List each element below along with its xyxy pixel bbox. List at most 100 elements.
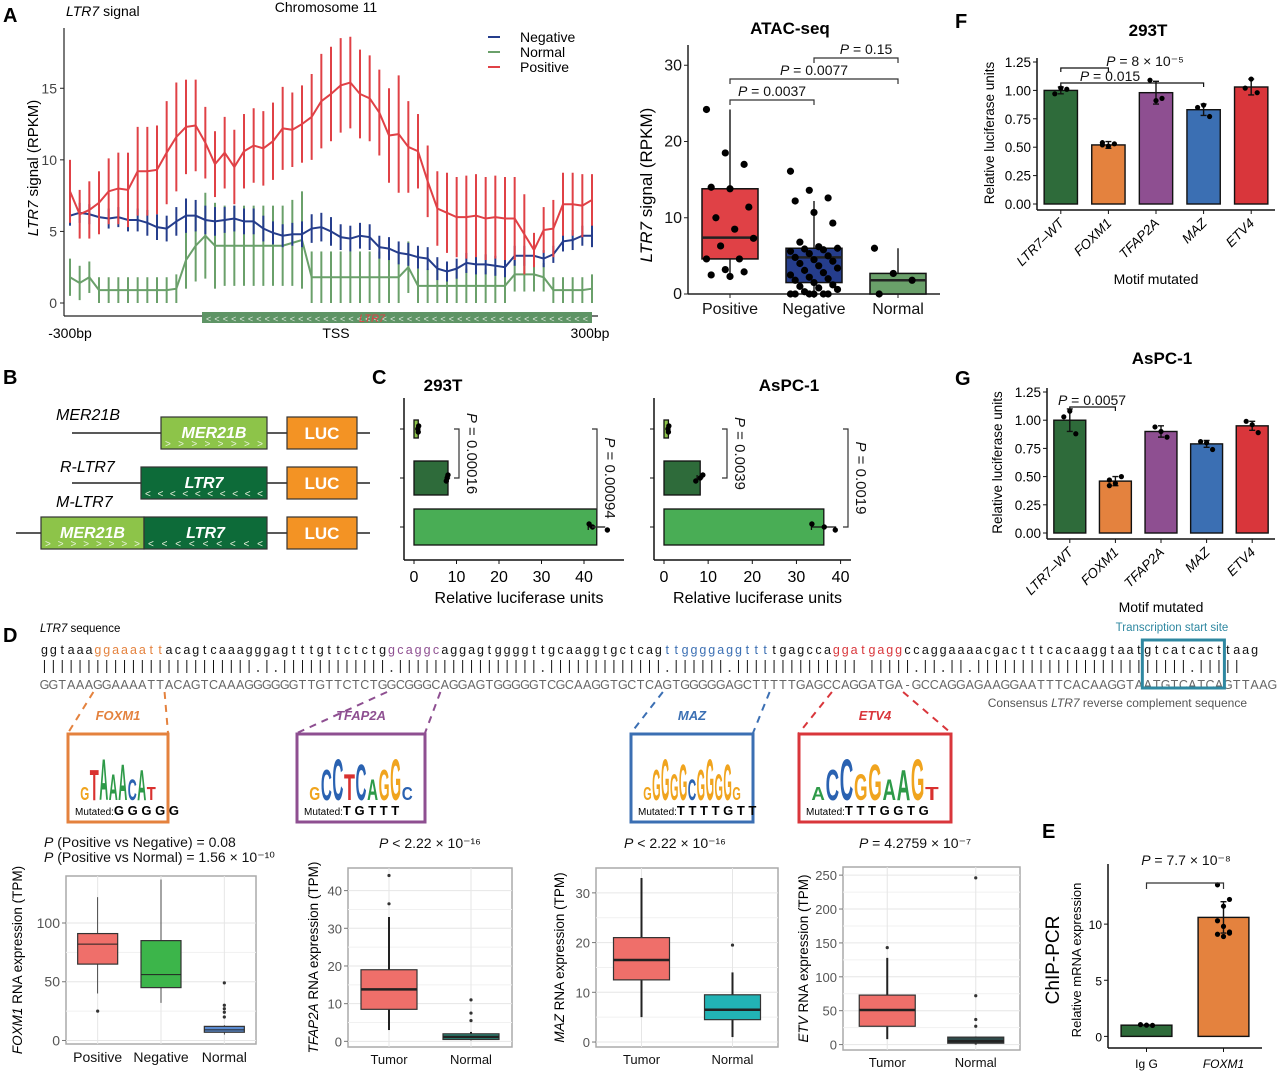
base: G bbox=[387, 678, 397, 692]
base: a bbox=[824, 643, 831, 657]
base: T bbox=[1037, 678, 1045, 692]
y-tick-label: 100 bbox=[37, 915, 61, 931]
base: g bbox=[895, 643, 902, 657]
base: a bbox=[121, 643, 128, 657]
base: A bbox=[1028, 678, 1037, 692]
base: G bbox=[520, 678, 530, 692]
base: g bbox=[1091, 643, 1098, 657]
base: C bbox=[1206, 678, 1215, 692]
data-point bbox=[604, 527, 611, 533]
y-axis-label: Relative mRNA expression bbox=[1069, 883, 1084, 1038]
base: t bbox=[603, 643, 607, 657]
x-tick-label: TFAP2A bbox=[1116, 216, 1162, 262]
bar-maz bbox=[1186, 109, 1221, 205]
significance-bracket bbox=[729, 78, 899, 84]
y-tick-label: 150 bbox=[815, 936, 837, 951]
data-point bbox=[1195, 104, 1201, 111]
x-tick-label: MAZ bbox=[1182, 544, 1213, 575]
base: G bbox=[1223, 678, 1233, 692]
x-tick-label: 10 bbox=[448, 569, 466, 586]
data-point bbox=[819, 269, 828, 277]
construct-luciferase-aspc1-chart: AsPC-1 0 10 20 30 40 Relative luciferase units… bbox=[650, 376, 869, 607]
data-point bbox=[1214, 918, 1221, 924]
x-tick-label: 20 bbox=[490, 569, 508, 586]
base: t bbox=[1030, 643, 1034, 657]
base: c bbox=[815, 643, 821, 657]
base: c bbox=[637, 643, 643, 657]
logo-letter: G bbox=[714, 767, 722, 808]
y-tick-label: 20 bbox=[664, 134, 682, 151]
base: A bbox=[805, 678, 814, 692]
motif-name: ETV4 bbox=[859, 708, 892, 723]
data-point bbox=[1061, 414, 1067, 420]
data-point bbox=[721, 266, 729, 274]
y-tick-label: 1.00 bbox=[1015, 413, 1041, 428]
motif-box bbox=[66, 732, 170, 824]
base: c bbox=[984, 643, 990, 657]
data-point bbox=[1158, 428, 1164, 435]
base: G bbox=[511, 678, 521, 692]
logo-letter: G bbox=[706, 748, 714, 813]
base: g bbox=[504, 643, 511, 657]
chip-pcr-bar-chart: 0 5 10 Ig G FOXM1 ChIP-PCR Relative mRNA expre… bbox=[1043, 852, 1262, 1071]
significance-bracket bbox=[454, 428, 460, 479]
chart-title: Chromosome 11 bbox=[275, 0, 378, 15]
x-tick-label: MAZ bbox=[1179, 215, 1210, 246]
data-point bbox=[810, 278, 818, 287]
base: T bbox=[761, 678, 769, 692]
base: A bbox=[1135, 678, 1144, 692]
box-negative bbox=[140, 940, 182, 989]
base: a bbox=[1073, 643, 1080, 657]
x-tick-label: FOXM1 bbox=[1203, 1057, 1244, 1071]
base: A bbox=[654, 678, 663, 692]
significance-bracket bbox=[729, 99, 815, 105]
base: G bbox=[458, 678, 468, 692]
mismatch-dot bbox=[968, 670, 971, 672]
bar-r-ltr7 bbox=[413, 460, 449, 496]
data-point bbox=[829, 257, 837, 265]
p-value-label: P = 0.015 bbox=[1080, 68, 1141, 84]
base: c bbox=[1011, 643, 1017, 657]
data-point bbox=[443, 478, 449, 484]
logo-letter: A bbox=[109, 767, 118, 808]
y-tick-label: 0 bbox=[49, 295, 57, 311]
base: A bbox=[441, 678, 450, 692]
data-point bbox=[415, 429, 421, 435]
base: C bbox=[173, 678, 182, 692]
x-tick-label: Positive bbox=[702, 301, 758, 318]
base: A bbox=[574, 678, 583, 692]
alignment-match-line bbox=[43, 660, 1238, 673]
base: G bbox=[814, 678, 824, 692]
base: t bbox=[488, 643, 492, 657]
base: t bbox=[674, 643, 678, 657]
p-value-label: P = 8 × 10⁻⁵ bbox=[1106, 53, 1184, 69]
base: T bbox=[299, 678, 307, 692]
luc-label: LUC bbox=[305, 424, 340, 443]
y-tick-label: 30 bbox=[576, 886, 590, 901]
base: c bbox=[904, 643, 910, 657]
x-tick-label: Ig G bbox=[1135, 1057, 1158, 1071]
x-tick-label: TSS bbox=[322, 325, 349, 341]
base: a bbox=[566, 643, 573, 657]
base: c bbox=[175, 643, 181, 657]
base: G bbox=[102, 678, 112, 692]
base: t bbox=[158, 643, 162, 657]
base: t bbox=[1182, 643, 1186, 657]
data-point bbox=[1143, 1022, 1150, 1028]
corner-label: LTR7 signal bbox=[66, 3, 140, 19]
base: T bbox=[1153, 678, 1161, 692]
base: c bbox=[1162, 643, 1168, 657]
mismatch-dot bbox=[915, 670, 918, 672]
construct-m-ltr7: M-LTR7 MER21B> > > > > > > > LTR7< < < < <… bbox=[16, 494, 370, 550]
base: a bbox=[646, 643, 653, 657]
x-tick-label: 300bp bbox=[571, 325, 610, 341]
base: c bbox=[807, 643, 813, 657]
base: T bbox=[334, 678, 342, 692]
x-axis-label: Relative luciferase units bbox=[435, 590, 604, 607]
data-point bbox=[805, 273, 813, 281]
base: t bbox=[310, 643, 314, 657]
data-point bbox=[1064, 86, 1070, 92]
base: a bbox=[219, 643, 226, 657]
base: g bbox=[868, 643, 875, 657]
